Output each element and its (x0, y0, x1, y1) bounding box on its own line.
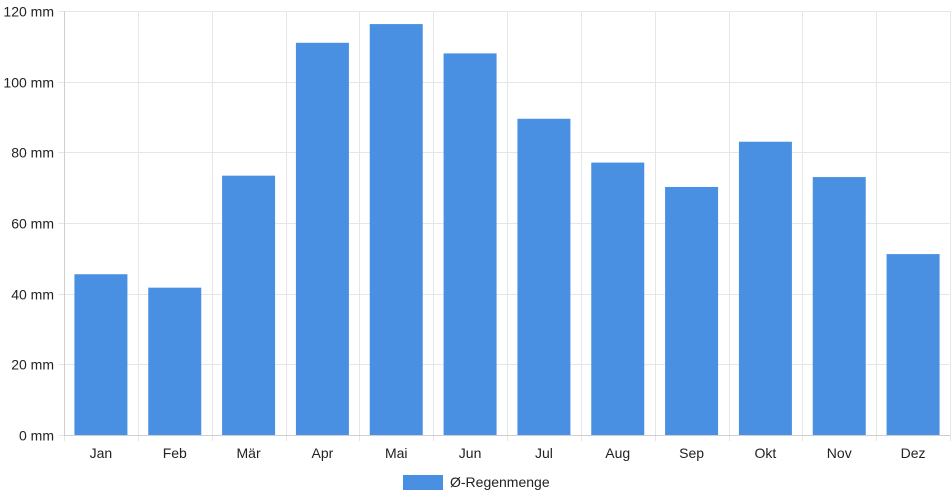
x-tick-label: Okt (755, 445, 777, 461)
x-tick-label: Jun (459, 445, 482, 461)
bar-aug[interactable] (591, 162, 645, 435)
y-tick-label: 120 mm (3, 4, 54, 20)
bars (74, 24, 940, 436)
axes: 0 mm 20 mm 40 mm 60 mm 80 mm 100 mm 120 mm Jan F… (3, 4, 950, 461)
x-tick-label: Jul (535, 445, 553, 461)
legend-label[interactable]: Ø-Regenmenge (450, 474, 550, 490)
bar-dez[interactable] (886, 254, 940, 435)
y-tick-label: 60 mm (11, 216, 54, 232)
x-tick-label: Nov (827, 445, 852, 461)
bar-mai[interactable] (369, 24, 423, 435)
legend[interactable]: Ø-Regenmenge (403, 474, 550, 490)
x-tick-label: Mär (237, 445, 261, 461)
x-tick-label: Aug (605, 445, 630, 461)
bar-jan[interactable] (74, 274, 128, 435)
bar-mär[interactable] (222, 175, 276, 435)
bar-okt[interactable] (738, 141, 792, 436)
y-tick-label: 20 mm (11, 357, 54, 373)
x-tick-label: Jan (90, 445, 113, 461)
y-tick-label: 40 mm (11, 287, 54, 303)
grid (58, 11, 951, 441)
y-tick-label: 80 mm (11, 145, 54, 161)
y-tick-label: 100 mm (3, 75, 54, 91)
y-tick-label: 0 mm (19, 428, 54, 444)
bar-feb[interactable] (148, 287, 202, 435)
x-tick-label: Feb (163, 445, 187, 461)
x-tick-label: Sep (679, 445, 704, 461)
bar-nov[interactable] (812, 177, 866, 435)
bar-jun[interactable] (443, 53, 497, 436)
x-tick-label: Dez (901, 445, 926, 461)
bar-sep[interactable] (665, 186, 719, 435)
bar-apr[interactable] (295, 42, 349, 436)
bar-jul[interactable] (517, 118, 571, 436)
x-tick-label: Mai (385, 445, 408, 461)
legend-swatch[interactable] (403, 475, 443, 490)
x-tick-label: Apr (312, 445, 334, 461)
